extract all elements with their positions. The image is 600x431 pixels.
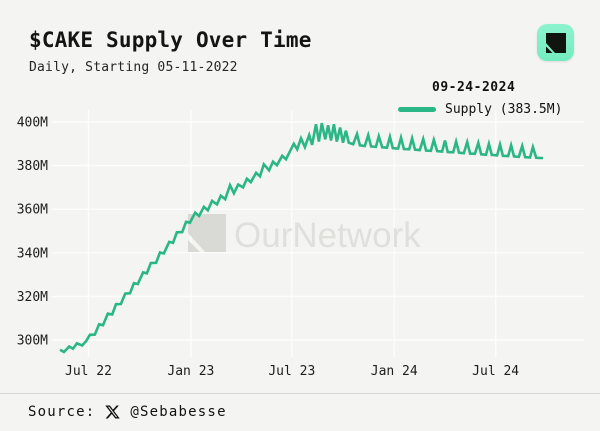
ournetwork-logo-badge (537, 24, 574, 61)
y-tick-label: 320M (17, 290, 48, 305)
source-prefix: Source: (28, 404, 96, 420)
watermark-logo-icon (188, 214, 226, 252)
source-handle: @Sebabesse (130, 404, 227, 420)
legend-date: 09-24-2024 (432, 80, 516, 95)
y-tick-label: 300M (17, 334, 48, 349)
x-tick-label: Jan 24 (371, 364, 418, 379)
ournetwork-logo-icon (545, 32, 566, 53)
y-tick-label: 340M (17, 246, 48, 261)
x-tick-label: Jul 24 (472, 364, 519, 379)
legend-line-swatch (398, 107, 436, 112)
source-divider (0, 393, 600, 394)
watermark-text: OurNetwork (234, 216, 421, 255)
y-tick-label: 360M (17, 203, 48, 218)
x-tick-label: Jul 22 (65, 364, 112, 379)
y-tick-label: 400M (17, 116, 48, 131)
x-tick-label: Jan 23 (167, 364, 214, 379)
x-twitter-icon (105, 405, 121, 419)
watermark: OurNetwork (188, 214, 421, 255)
x-tick-label: Jul 23 (268, 364, 315, 379)
supply-line (59, 122, 543, 354)
page-subtitle: Daily, Starting 05-11-2022 (29, 60, 238, 75)
legend-row: Supply (383.5M) (398, 102, 574, 117)
chart-legend: 09-24-2024 Supply (383.5M) (398, 80, 574, 117)
legend-series-label: Supply (383.5M) (445, 102, 563, 117)
y-tick-label: 380M (17, 159, 48, 174)
page-title: $CAKE Supply Over Time (29, 28, 312, 52)
source-attribution: Source: @Sebabesse (28, 399, 227, 425)
watermark-logo-icon (188, 240, 200, 252)
